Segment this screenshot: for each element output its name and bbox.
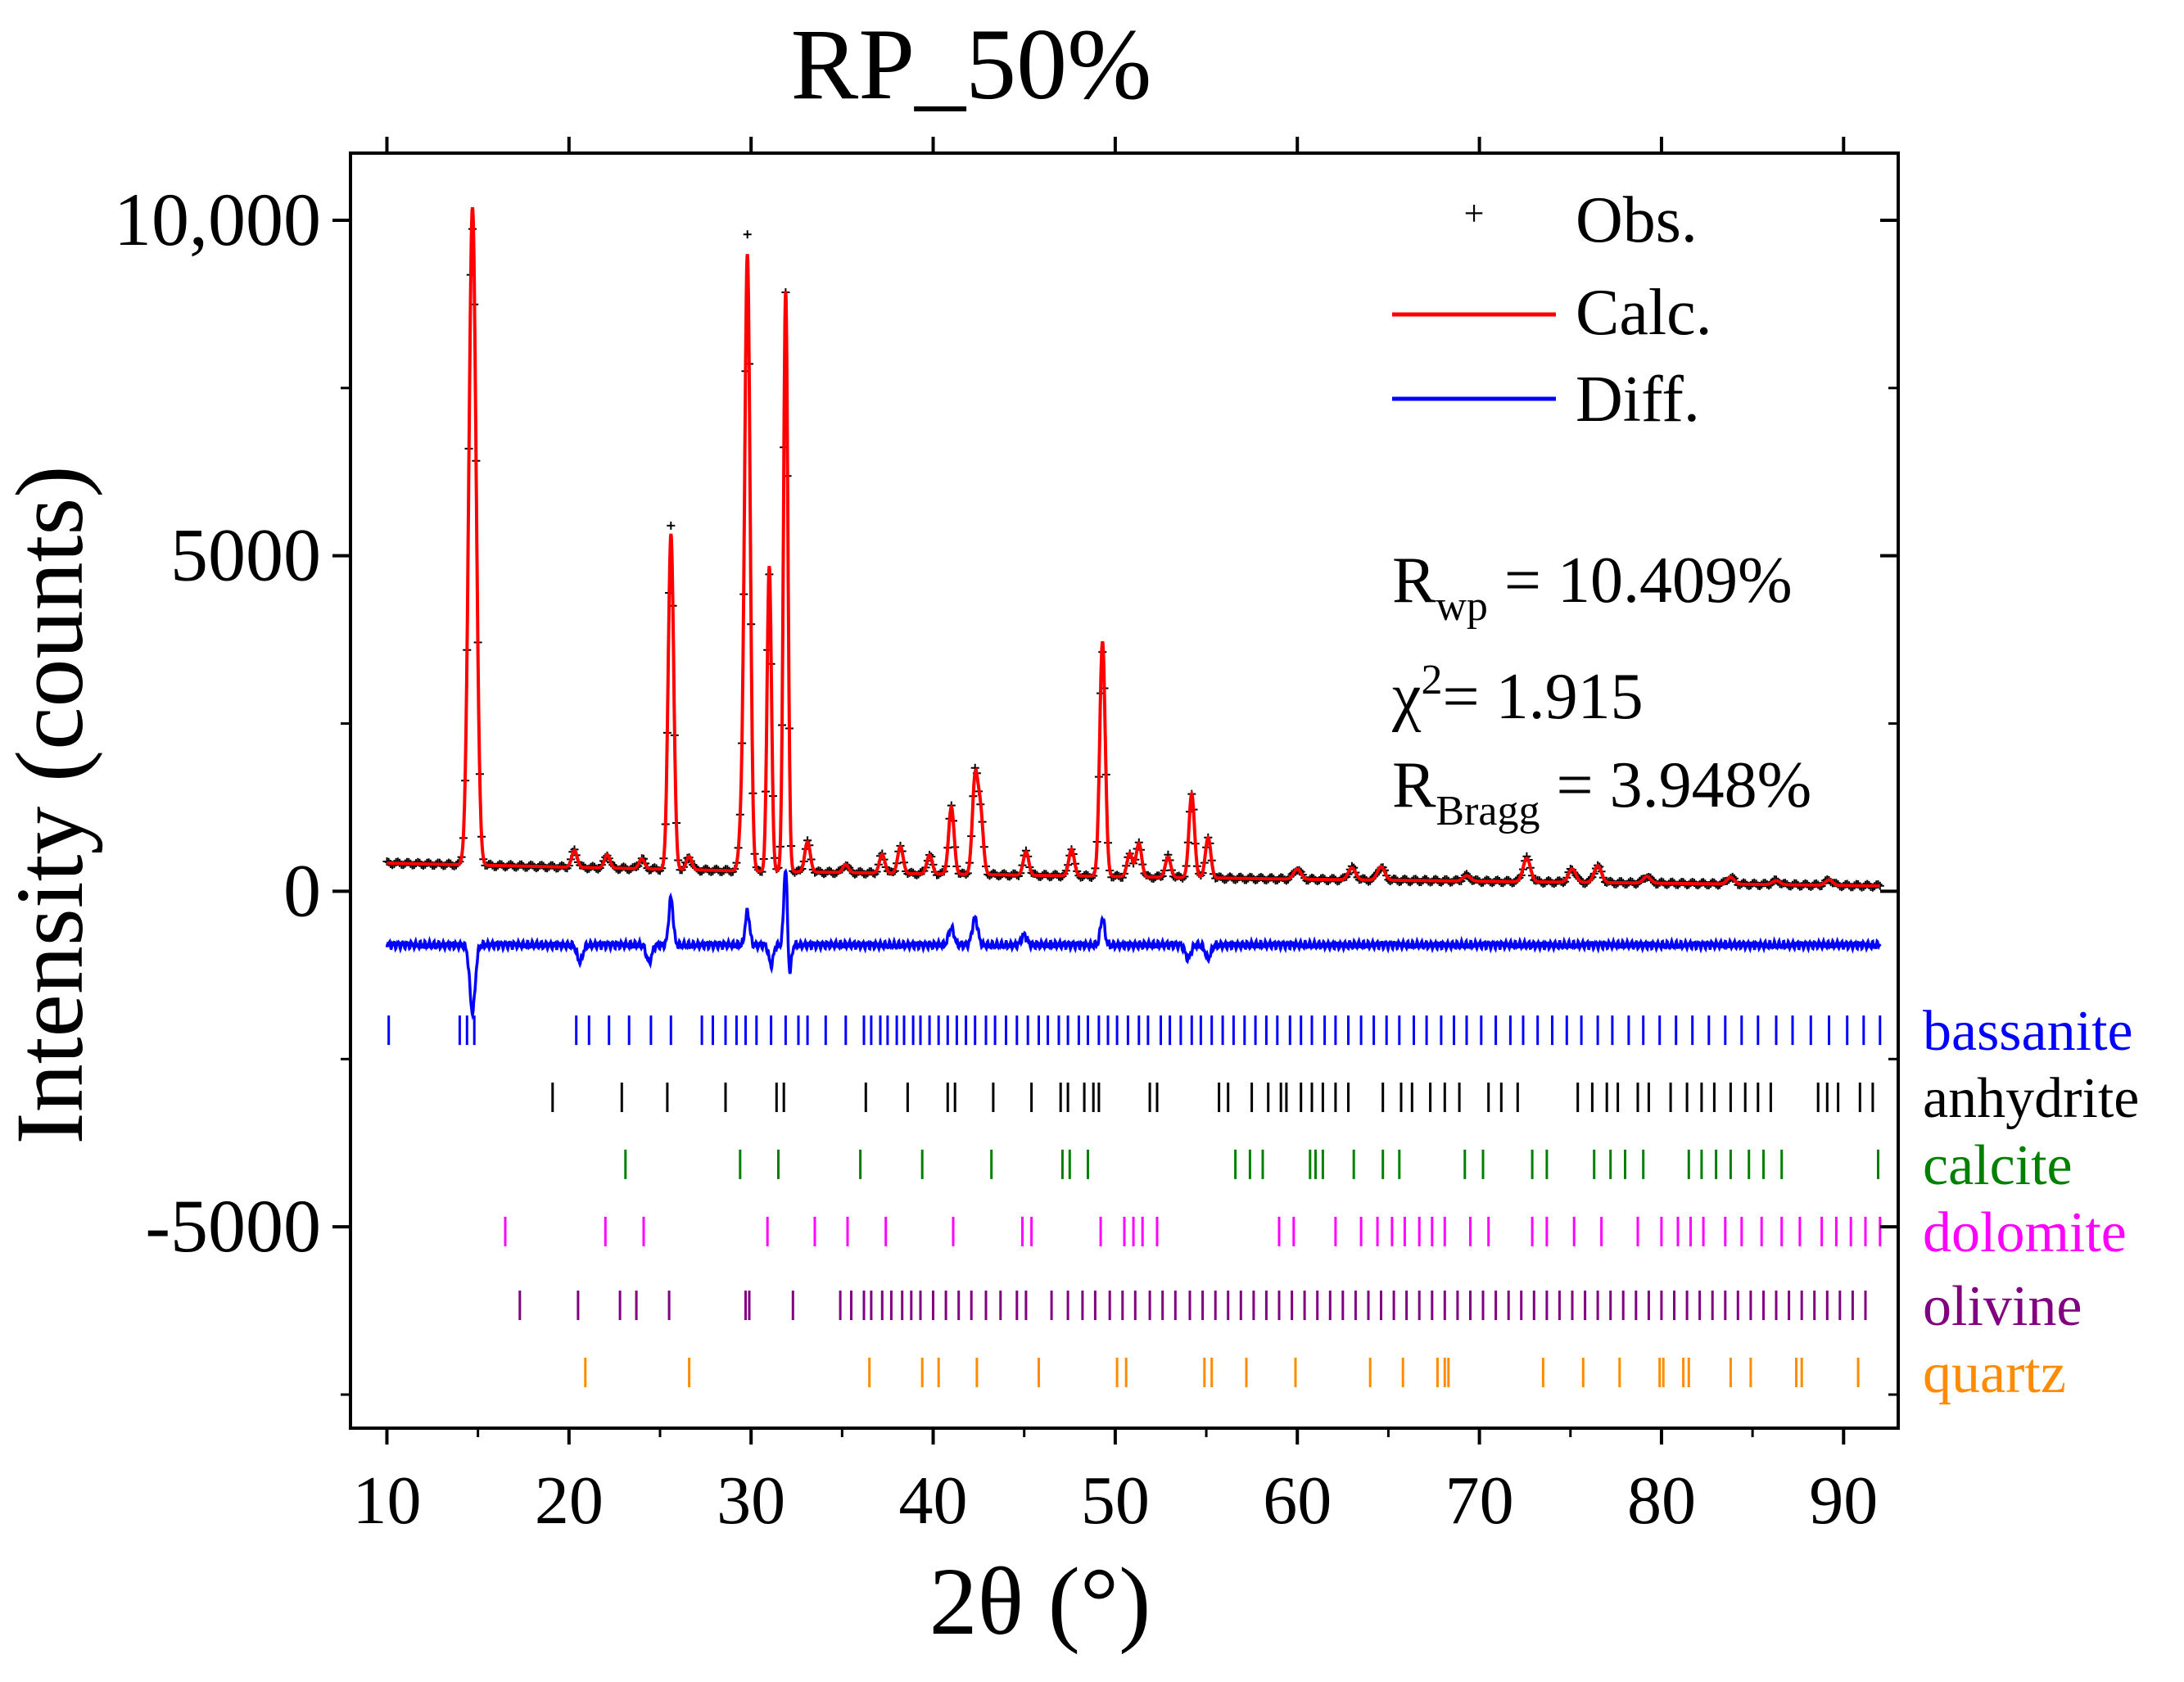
y-axis-label: Intensity (counts) <box>0 465 103 1144</box>
x-axis-ticks: 10 20 30 40 50 60 70 80 90 <box>352 137 1878 1539</box>
y-tick-label: 0 <box>283 848 321 932</box>
x-tick-label: 40 <box>899 1463 968 1539</box>
rwp-subscript: wp <box>1436 583 1488 630</box>
x-tick-label: 20 <box>535 1463 604 1539</box>
rwp-annotation: Rwp = 10.409% <box>1392 545 1793 630</box>
calculated-series <box>387 206 1880 888</box>
legend-obs-marker: + <box>1464 193 1485 233</box>
chi-squared-annotation: χ2= 1.915 <box>1391 657 1644 733</box>
difference-series <box>385 868 1882 1020</box>
legend-calc-label: Calc. <box>1576 277 1712 349</box>
x-tick-label: 10 <box>352 1463 421 1539</box>
phase-markers-anhydrite <box>551 1083 1874 1112</box>
y-tick-label: -5000 <box>145 1184 321 1268</box>
phase-markers-quartz <box>584 1358 1860 1387</box>
chi-symbol: χ <box>1391 661 1422 733</box>
phase-label-anhydrite: anhydrite <box>1923 1067 2139 1130</box>
data-traces <box>382 206 1884 1020</box>
y-axis-ticks: 10,000 5000 0 -5000 <box>114 178 1898 1396</box>
rbragg-annotation: RBragg = 3.948% <box>1392 749 1811 834</box>
phase-markers-olivine <box>518 1291 1867 1320</box>
legend-obs-label: Obs. <box>1576 184 1698 256</box>
rbragg-subscript: Bragg <box>1436 788 1540 834</box>
axes <box>349 151 1900 1430</box>
legend-diff-label: Diff. <box>1576 364 1700 436</box>
x-axis-label: 2θ (°) <box>929 1548 1151 1655</box>
x-tick-label: 80 <box>1627 1463 1696 1539</box>
phase-label-calcite: calcite <box>1923 1134 2073 1197</box>
phase-label-quartz: quartz <box>1923 1342 2066 1405</box>
phase-markers-dolomite <box>504 1216 1882 1246</box>
legend: + Obs. Calc. Diff. <box>1392 184 1712 436</box>
x-tick-label: 50 <box>1081 1463 1150 1539</box>
refinement-statistics: Rwp = 10.409% χ2= 1.915 RBragg = 3.948% <box>1391 545 1811 834</box>
rbragg-value: = 3.948% <box>1540 749 1811 821</box>
phase-markers-calcite <box>624 1149 1879 1179</box>
phase-label-dolomite: dolomite <box>1923 1201 2127 1264</box>
x-tick-label: 30 <box>717 1463 785 1539</box>
phase-label-olivine: olivine <box>1923 1275 2082 1338</box>
y-tick-label: 5000 <box>170 513 321 597</box>
phase-reflection-markers <box>387 1015 1882 1387</box>
chi-superscript: 2 <box>1422 657 1443 703</box>
y-tick-label: 10,000 <box>114 178 321 261</box>
phase-markers-bassanite <box>387 1015 1882 1046</box>
rwp-value: = 10.409% <box>1488 545 1793 617</box>
chi-value: = 1.915 <box>1443 661 1644 733</box>
x-tick-label: 90 <box>1809 1463 1878 1539</box>
rbragg-symbol: R <box>1392 749 1436 821</box>
rwp-symbol: R <box>1392 545 1436 617</box>
phase-label-bassanite: bassanite <box>1923 1000 2133 1063</box>
chart-title: RP_50% <box>791 8 1152 120</box>
x-tick-label: 70 <box>1445 1463 1514 1539</box>
x-tick-label: 60 <box>1263 1463 1332 1539</box>
plot-frame <box>349 151 1900 1430</box>
